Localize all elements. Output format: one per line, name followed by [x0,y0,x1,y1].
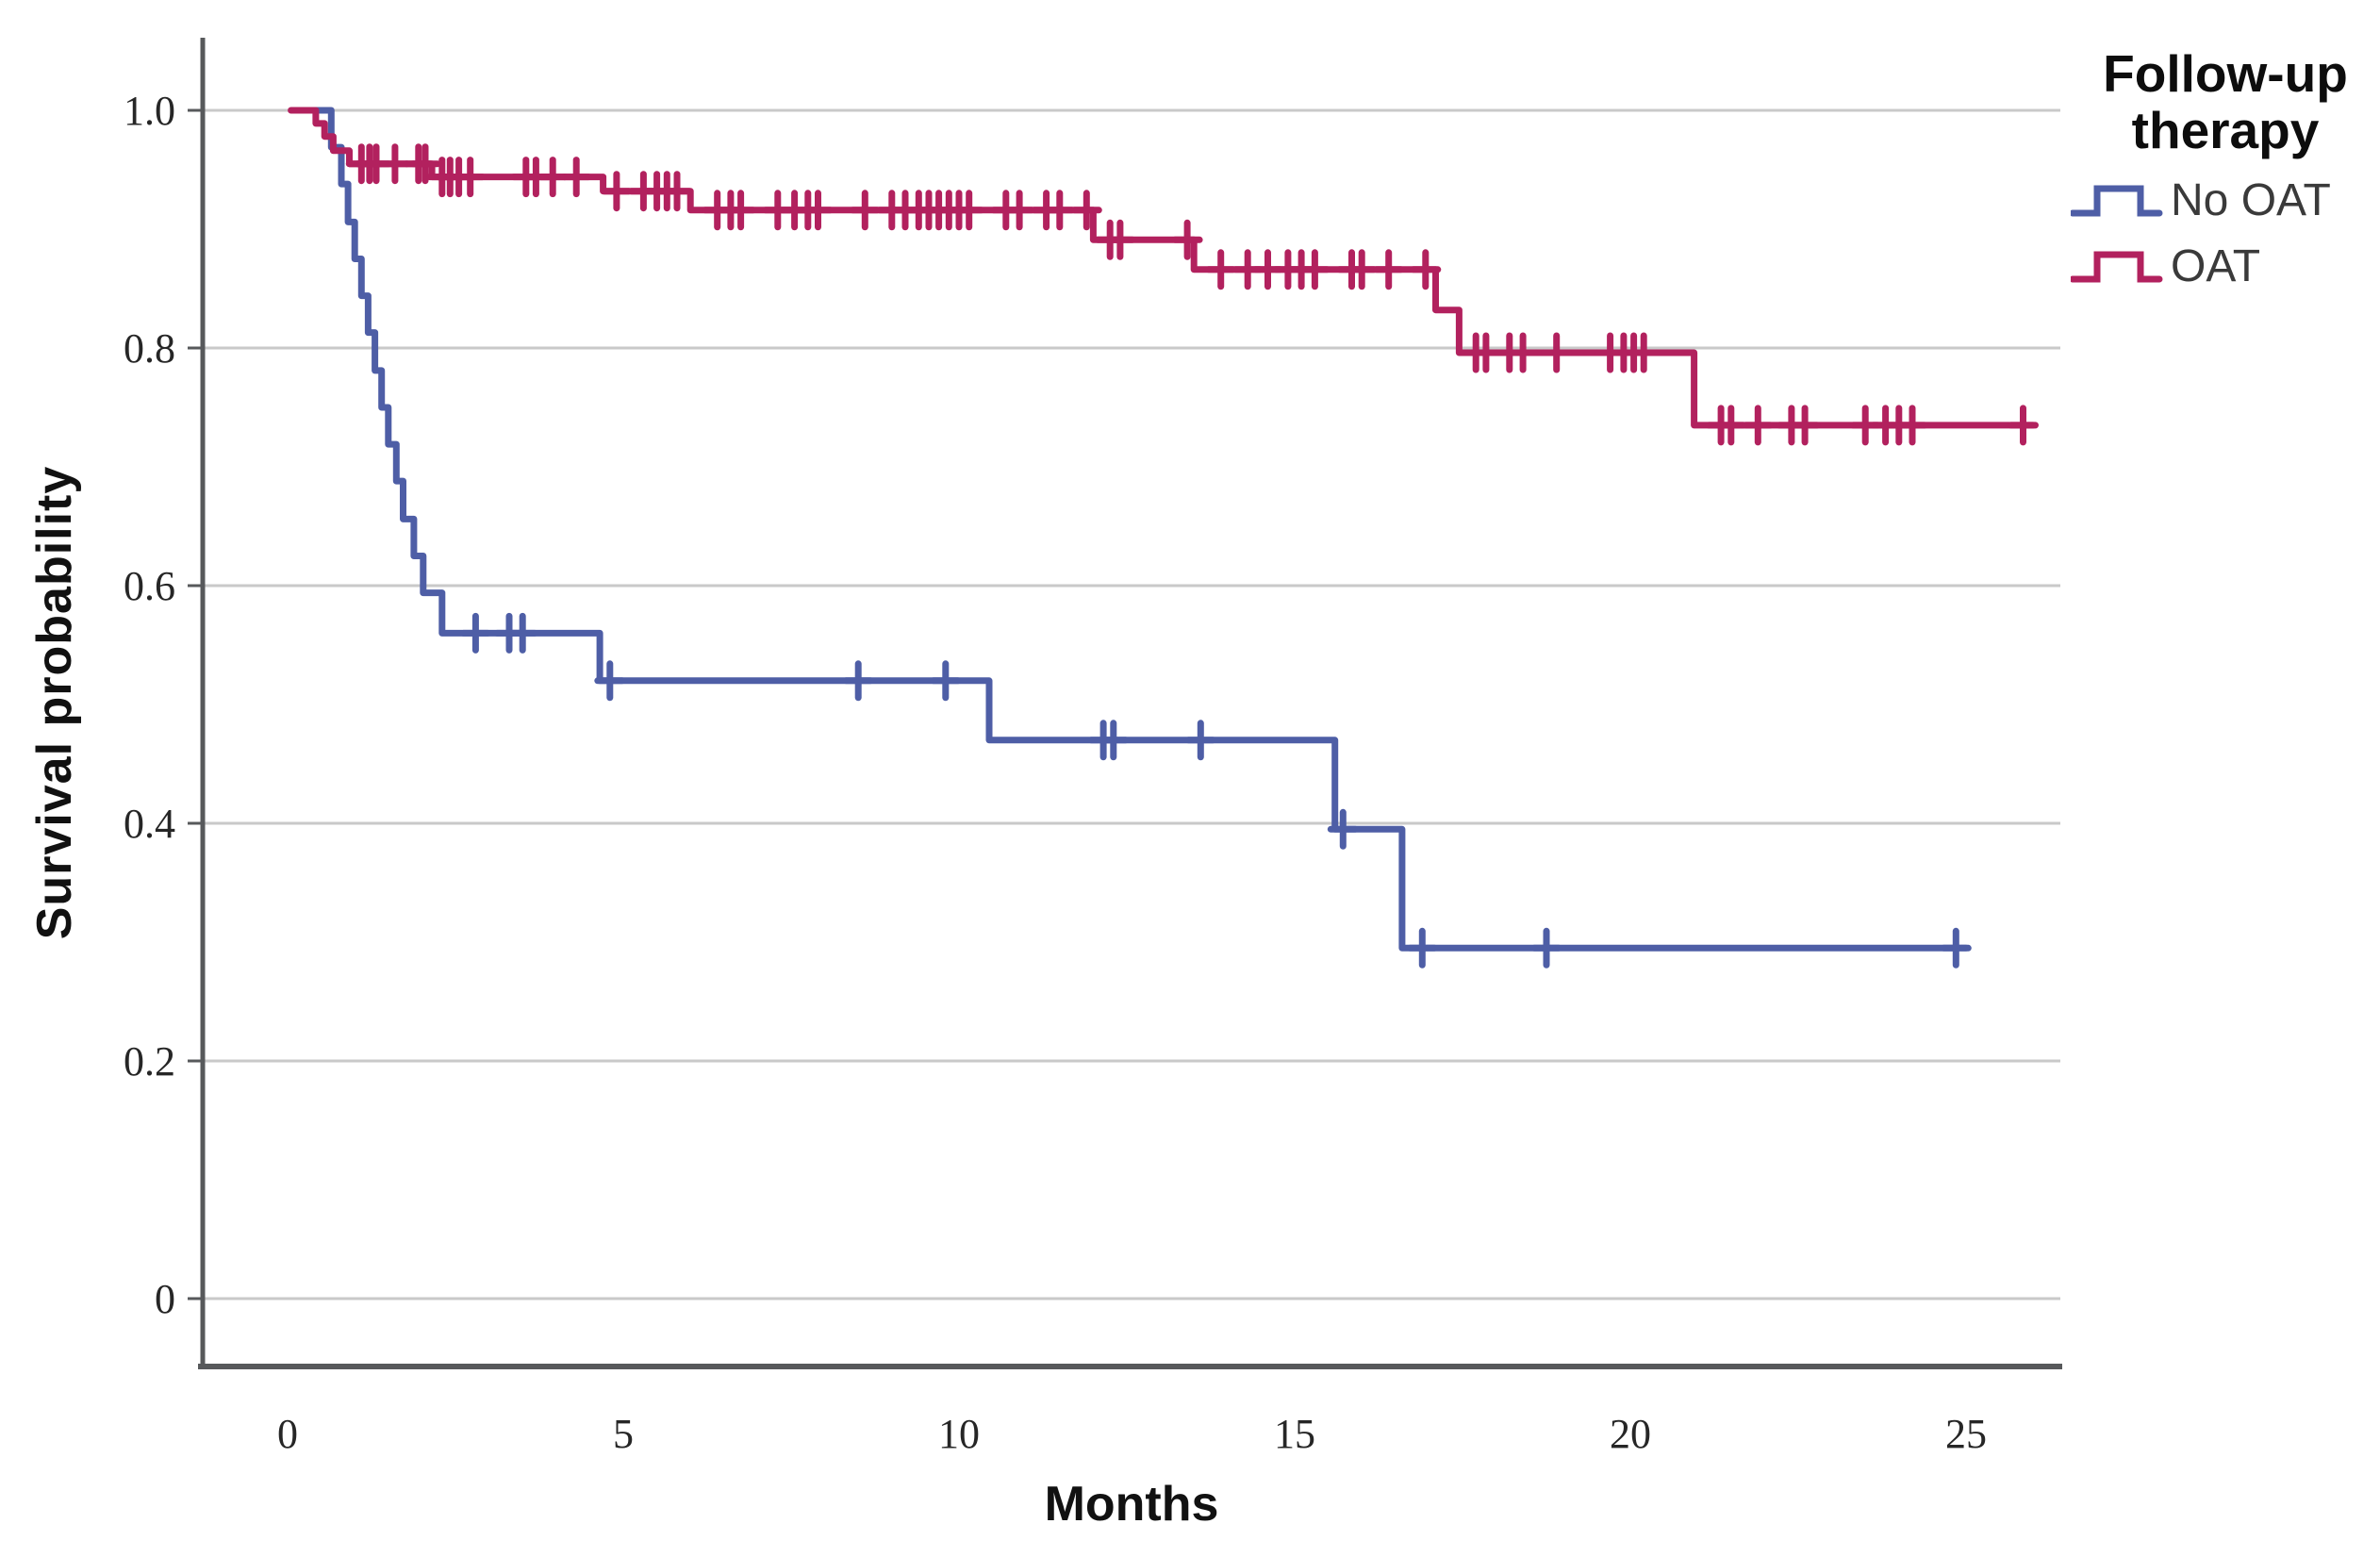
oat-step-line-icon [2071,251,2163,283]
legend-item-no-oat: No OAT [2071,174,2380,225]
x-tick-label: 10 [938,1411,980,1457]
legend-label-no-oat: No OAT [2171,174,2331,225]
legend-title: Follow-up therapy [2071,45,2380,158]
x-tick-label: 5 [613,1411,634,1457]
x-tick-label: 20 [1610,1411,1651,1457]
x-axis-title: Months [1044,1477,1219,1532]
legend-label-oat: OAT [2171,240,2261,291]
legend: Follow-up therapy No OAT OAT [2071,45,2380,291]
y-tick-label: 1.0 [124,88,175,134]
legend-item-oat: OAT [2071,240,2380,291]
survival-curve-no-oat [289,107,1970,952]
x-tick-label: 25 [1945,1411,1987,1457]
x-tick-label: 0 [277,1411,298,1457]
x-tick-label: 15 [1274,1411,1315,1457]
no-oat-step-line-icon [2071,185,2163,217]
y-tick-label: 0.4 [124,801,175,847]
y-tick-label: 0.6 [124,563,175,609]
legend-title-line2: therapy [2131,101,2320,159]
y-tick-label: 0 [155,1276,175,1322]
y-tick-label: 0.2 [124,1038,175,1085]
legend-title-line1: Follow-up [2103,44,2348,103]
y-tick-label: 0.8 [124,325,175,372]
y-axis-title: Survival probability [27,465,82,940]
